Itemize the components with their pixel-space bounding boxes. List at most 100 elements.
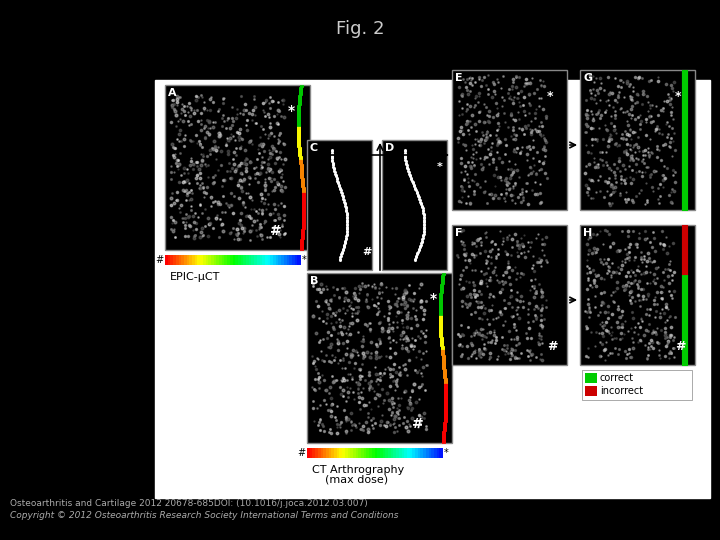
Point xyxy=(400,157,411,165)
Point xyxy=(336,250,347,259)
Bar xyxy=(318,448,321,458)
Point xyxy=(416,201,428,210)
Point xyxy=(337,246,348,254)
Point xyxy=(334,183,346,192)
Bar xyxy=(315,448,318,458)
Bar xyxy=(184,255,187,265)
Bar xyxy=(391,448,394,458)
Point xyxy=(341,232,352,241)
Text: *: * xyxy=(430,292,437,306)
Bar xyxy=(393,448,397,458)
Bar xyxy=(265,255,268,265)
Point xyxy=(336,189,348,198)
Bar xyxy=(171,255,174,265)
Point xyxy=(335,186,346,195)
Bar xyxy=(320,448,324,458)
Text: #: # xyxy=(675,340,685,353)
Text: #: # xyxy=(412,417,424,431)
Bar xyxy=(399,448,402,458)
Text: (max dose): (max dose) xyxy=(325,475,388,485)
Point xyxy=(336,249,348,258)
Point xyxy=(335,185,346,193)
Point xyxy=(417,206,428,214)
Bar xyxy=(431,448,434,458)
Point xyxy=(414,242,426,251)
Point xyxy=(410,252,422,260)
Bar xyxy=(168,255,171,265)
Bar xyxy=(284,255,287,265)
Point xyxy=(341,215,353,224)
Bar xyxy=(434,448,437,458)
Point xyxy=(415,239,427,248)
Text: *: * xyxy=(675,90,682,103)
Point xyxy=(417,233,428,242)
Bar xyxy=(345,448,348,458)
Point xyxy=(341,214,353,222)
Point xyxy=(338,242,350,251)
Text: E: E xyxy=(455,73,463,83)
Point xyxy=(336,252,347,260)
Point xyxy=(407,178,418,186)
Bar xyxy=(203,255,206,265)
Point xyxy=(408,182,420,191)
Point xyxy=(399,148,410,157)
Point xyxy=(326,153,338,161)
Bar xyxy=(364,448,367,458)
Text: #: # xyxy=(362,247,372,257)
Text: A: A xyxy=(168,88,176,98)
Point xyxy=(419,221,431,230)
Point xyxy=(327,157,338,165)
Bar xyxy=(251,255,255,265)
Point xyxy=(330,171,341,179)
Point xyxy=(405,175,417,184)
Bar xyxy=(585,373,597,383)
Point xyxy=(337,193,348,201)
Point xyxy=(413,192,424,200)
Text: Osteoarthritis and Cartilage 2012 20678-685DOI: (10.1016/j.joca.2012.03.007): Osteoarthritis and Cartilage 2012 20678-… xyxy=(10,499,368,508)
Bar xyxy=(585,386,597,396)
Bar xyxy=(436,448,440,458)
Bar xyxy=(331,448,335,458)
Bar xyxy=(205,255,209,265)
Point xyxy=(416,236,428,245)
Point xyxy=(334,255,346,264)
Text: F: F xyxy=(455,228,462,238)
Point xyxy=(340,236,351,245)
Point xyxy=(400,156,411,164)
Point xyxy=(341,225,353,234)
Point xyxy=(418,229,429,238)
Bar xyxy=(372,448,375,458)
Bar xyxy=(297,255,300,265)
Bar xyxy=(214,255,217,265)
Point xyxy=(418,211,430,220)
Point xyxy=(401,161,413,170)
Point xyxy=(402,166,414,175)
Point xyxy=(342,219,354,228)
Point xyxy=(416,202,428,211)
Point xyxy=(418,222,430,231)
Bar xyxy=(194,255,198,265)
Point xyxy=(418,207,429,215)
Bar xyxy=(310,448,313,458)
Bar xyxy=(176,255,179,265)
Bar xyxy=(388,448,391,458)
Point xyxy=(340,204,351,213)
Point xyxy=(402,165,413,174)
Bar xyxy=(279,255,282,265)
Bar xyxy=(227,255,230,265)
Bar xyxy=(350,448,354,458)
Bar xyxy=(235,255,238,265)
Text: *: * xyxy=(288,104,295,118)
Point xyxy=(414,196,426,205)
Point xyxy=(332,178,343,186)
Text: B: B xyxy=(310,276,318,286)
Point xyxy=(341,210,353,218)
Point xyxy=(410,254,421,263)
Text: EPIC-μCT: EPIC-μCT xyxy=(170,272,220,282)
Point xyxy=(411,250,423,259)
Point xyxy=(400,154,411,163)
Text: #: # xyxy=(270,224,282,238)
Bar xyxy=(410,448,413,458)
Bar xyxy=(268,255,271,265)
Point xyxy=(339,238,351,246)
